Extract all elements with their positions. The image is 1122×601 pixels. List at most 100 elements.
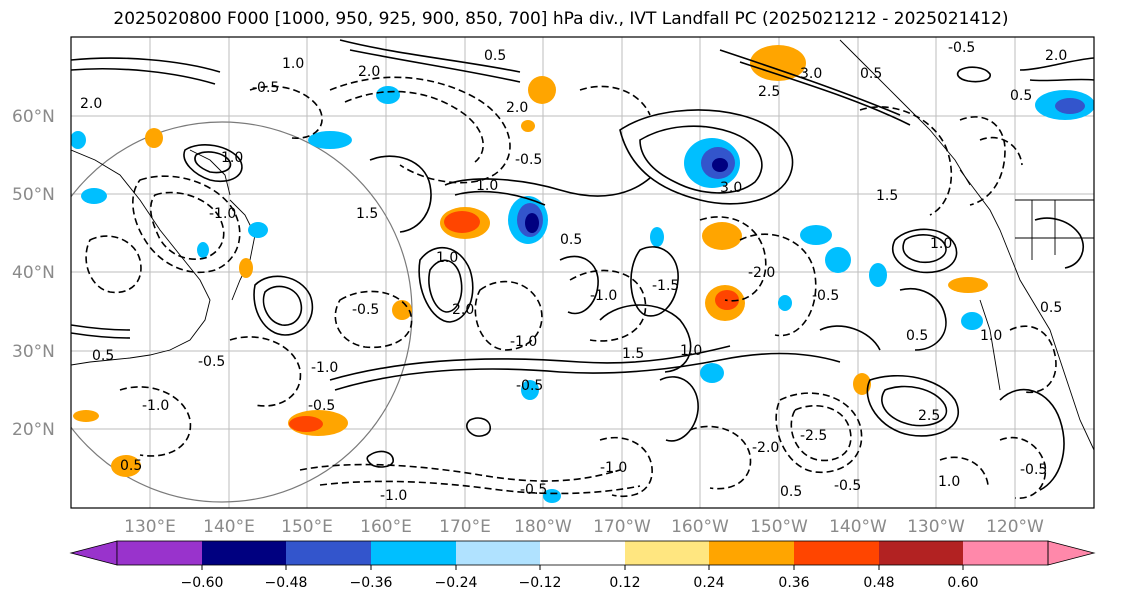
- colorbar-segment: [625, 541, 709, 565]
- lat-label-30n: 30°N: [12, 342, 55, 362]
- colorbar-tick-label: 0.36: [778, 575, 809, 591]
- longitude-labels: 130°E 140°E 150°E 160°E 170°E 180°W 170°…: [124, 517, 1044, 537]
- lon-label: 180°W: [514, 517, 572, 537]
- contour-label: -1.0: [600, 460, 627, 476]
- contour-label: 1.5: [876, 188, 898, 204]
- colorbar-tick-label: 0.48: [863, 575, 894, 591]
- lon-label: 150°W: [750, 517, 808, 537]
- contour-label: -0.5: [198, 354, 225, 370]
- contour-label: 0.5: [560, 232, 582, 248]
- contour-label: 2.5: [918, 408, 940, 424]
- contour-label: -1.0: [510, 334, 537, 350]
- colorbar-segment: [286, 541, 371, 565]
- map-frame: [70, 36, 1095, 509]
- map-panel: -0.5 1.0 2.0 2.0 0.5 2.0 1.0 -1.0 1.5 1.…: [71, 37, 1094, 508]
- contour-label: -0.5: [352, 302, 379, 318]
- contour-label: 1.0: [436, 250, 458, 266]
- contour-labels: -0.5 1.0 2.0 2.0 0.5 2.0 1.0 -1.0 1.5 1.…: [80, 40, 1067, 504]
- contour-label: -0.5: [948, 40, 975, 56]
- map-title: 2025020800 F000 [1000, 950, 925, 900, 85…: [113, 9, 1009, 29]
- contour-label: -1.0: [590, 288, 617, 304]
- colorbar-tick-label: −0.48: [265, 575, 308, 591]
- contour-label: -1.0: [311, 360, 338, 376]
- colorbar-segment: [879, 541, 963, 565]
- lon-label: 170°W: [593, 517, 651, 537]
- lat-label-20n: 20°N: [12, 420, 55, 440]
- contour-label: -0.5: [520, 482, 547, 498]
- contour-label: -2.5: [800, 428, 827, 444]
- colorbar-segment: [456, 541, 540, 565]
- contour-label: 1.0: [938, 474, 960, 490]
- contour-label: -0.5: [1020, 462, 1047, 478]
- latitude-labels: 60°N 50°N 40°N 30°N 20°N: [12, 107, 55, 440]
- contour-label: -2.0: [748, 265, 775, 281]
- colorbar-segment: [117, 541, 202, 565]
- lon-label: 160°E: [360, 517, 412, 537]
- colorbar-tick-label: 0.60: [947, 575, 978, 591]
- contour-label: 0.5: [1040, 300, 1062, 316]
- contour-label: 0.5: [484, 48, 506, 64]
- contour-label: 3.0: [720, 180, 742, 196]
- contour-label: 2.0: [358, 64, 380, 80]
- colorbar-tick-label: −0.24: [435, 575, 478, 591]
- lon-label: 130°W: [907, 517, 965, 537]
- contour-label: -0.5: [515, 152, 542, 168]
- contour-label: -0.5: [834, 478, 861, 494]
- contour-label: 1.0: [476, 178, 498, 194]
- lat-label-60n: 60°N: [12, 107, 55, 127]
- region-outline: [71, 121, 413, 503]
- contour-label: 2.0: [452, 302, 474, 318]
- contours-dashed: [85, 76, 1057, 499]
- contour-label: 0.5: [92, 348, 114, 364]
- contour-label: 0.5: [780, 484, 802, 500]
- contour-label: 2.0: [506, 100, 528, 116]
- lon-label: 120°W: [986, 517, 1044, 537]
- contour-label: 0.5: [120, 458, 142, 474]
- contour-label: -0.5: [812, 288, 839, 304]
- contour-label: 1.5: [356, 206, 378, 222]
- colorbar-tick-label: −0.12: [519, 575, 562, 591]
- contour-label: -1.0: [209, 206, 236, 222]
- lon-label: 150°E: [281, 517, 333, 537]
- contour-label: -0.5: [252, 80, 279, 96]
- contour-label: 1.0: [282, 56, 304, 72]
- lat-label-50n: 50°N: [12, 185, 55, 205]
- colorbar-segment: [540, 541, 625, 565]
- contour-label: -1.0: [142, 398, 169, 414]
- colorbar-tick-label: 0.12: [609, 575, 640, 591]
- contour-label: -1.0: [380, 488, 407, 504]
- lon-label: 130°E: [124, 517, 176, 537]
- colorbar-extend-max: [1047, 540, 1096, 566]
- lon-label: 160°W: [671, 517, 729, 537]
- contour-label: -2.0: [752, 440, 779, 456]
- colorbar: −0.60 −0.48 −0.36 −0.24 −0.12 0.12 0.24 …: [69, 540, 1096, 591]
- contour-label: 0.5: [906, 328, 928, 344]
- colorbar-extend-min: [69, 540, 118, 566]
- colorbar-tick-label: −0.36: [350, 575, 393, 591]
- contour-label: 0.5: [860, 66, 882, 82]
- colorbar-tick-label: 0.24: [693, 575, 724, 591]
- contour-label: 2.0: [80, 96, 102, 112]
- contour-label: 1.0: [980, 328, 1002, 344]
- colorbar-segment: [963, 541, 1048, 565]
- contour-label: 2.5: [758, 84, 780, 100]
- contours-solid: [71, 39, 1094, 491]
- contour-label: -0.5: [308, 398, 335, 414]
- lat-label-40n: 40°N: [12, 263, 55, 283]
- colorbar-segment: [202, 541, 286, 565]
- lon-label: 140°W: [829, 517, 887, 537]
- lon-label: 170°E: [439, 517, 491, 537]
- filled-contours: [71, 45, 1094, 503]
- contour-label: -0.5: [516, 378, 543, 394]
- colorbar-segment: [709, 541, 794, 565]
- colorbar-segment: [371, 541, 456, 565]
- contour-label: 1.0: [680, 343, 702, 359]
- lon-label: 140°E: [203, 517, 255, 537]
- contour-label: 1.0: [221, 150, 243, 166]
- contour-label: 3.0: [800, 66, 822, 82]
- contour-label: 1.0: [930, 236, 952, 252]
- contour-label: 2.0: [1045, 48, 1067, 64]
- colorbar-segment: [794, 541, 879, 565]
- colorbar-tick-label: −0.60: [181, 575, 224, 591]
